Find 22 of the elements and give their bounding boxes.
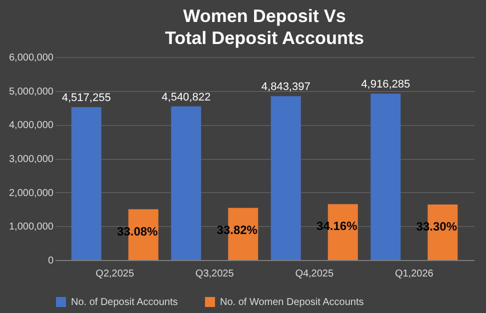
data-label: 4,517,255	[62, 92, 111, 104]
y-tick-label: 6,000,000	[9, 52, 54, 64]
bar	[71, 107, 102, 260]
y-tick-label: 1,000,000	[9, 222, 54, 233]
x-tick-label: Q1,2026	[394, 268, 434, 280]
legend-label: No. of Deposit Accounts	[71, 297, 178, 308]
bar	[270, 96, 301, 260]
data-label: 4,540,822	[162, 91, 211, 104]
y-tick-label: 3,000,000	[9, 154, 54, 165]
bar	[370, 94, 401, 260]
data-label: 4,916,285	[361, 78, 410, 91]
data-label: 4,843,397	[261, 81, 310, 94]
y-tick-label: 4,000,000	[9, 120, 54, 132]
x-tick-label: Q4,2025	[295, 268, 334, 280]
chart-title: Women Deposit Vs Total Deposit Accounts	[164, 6, 364, 48]
y-tick-label: 2,000,000	[9, 188, 54, 199]
x-tick-label: Q3,2025	[195, 268, 234, 280]
x-tick-label: Q2,2025	[96, 268, 134, 280]
y-tick-label: 5,000,000	[9, 86, 54, 98]
legend-label: No. of Women Deposit Accounts	[220, 297, 364, 308]
y-tick-label: 0	[48, 256, 54, 266]
bar	[171, 106, 202, 260]
